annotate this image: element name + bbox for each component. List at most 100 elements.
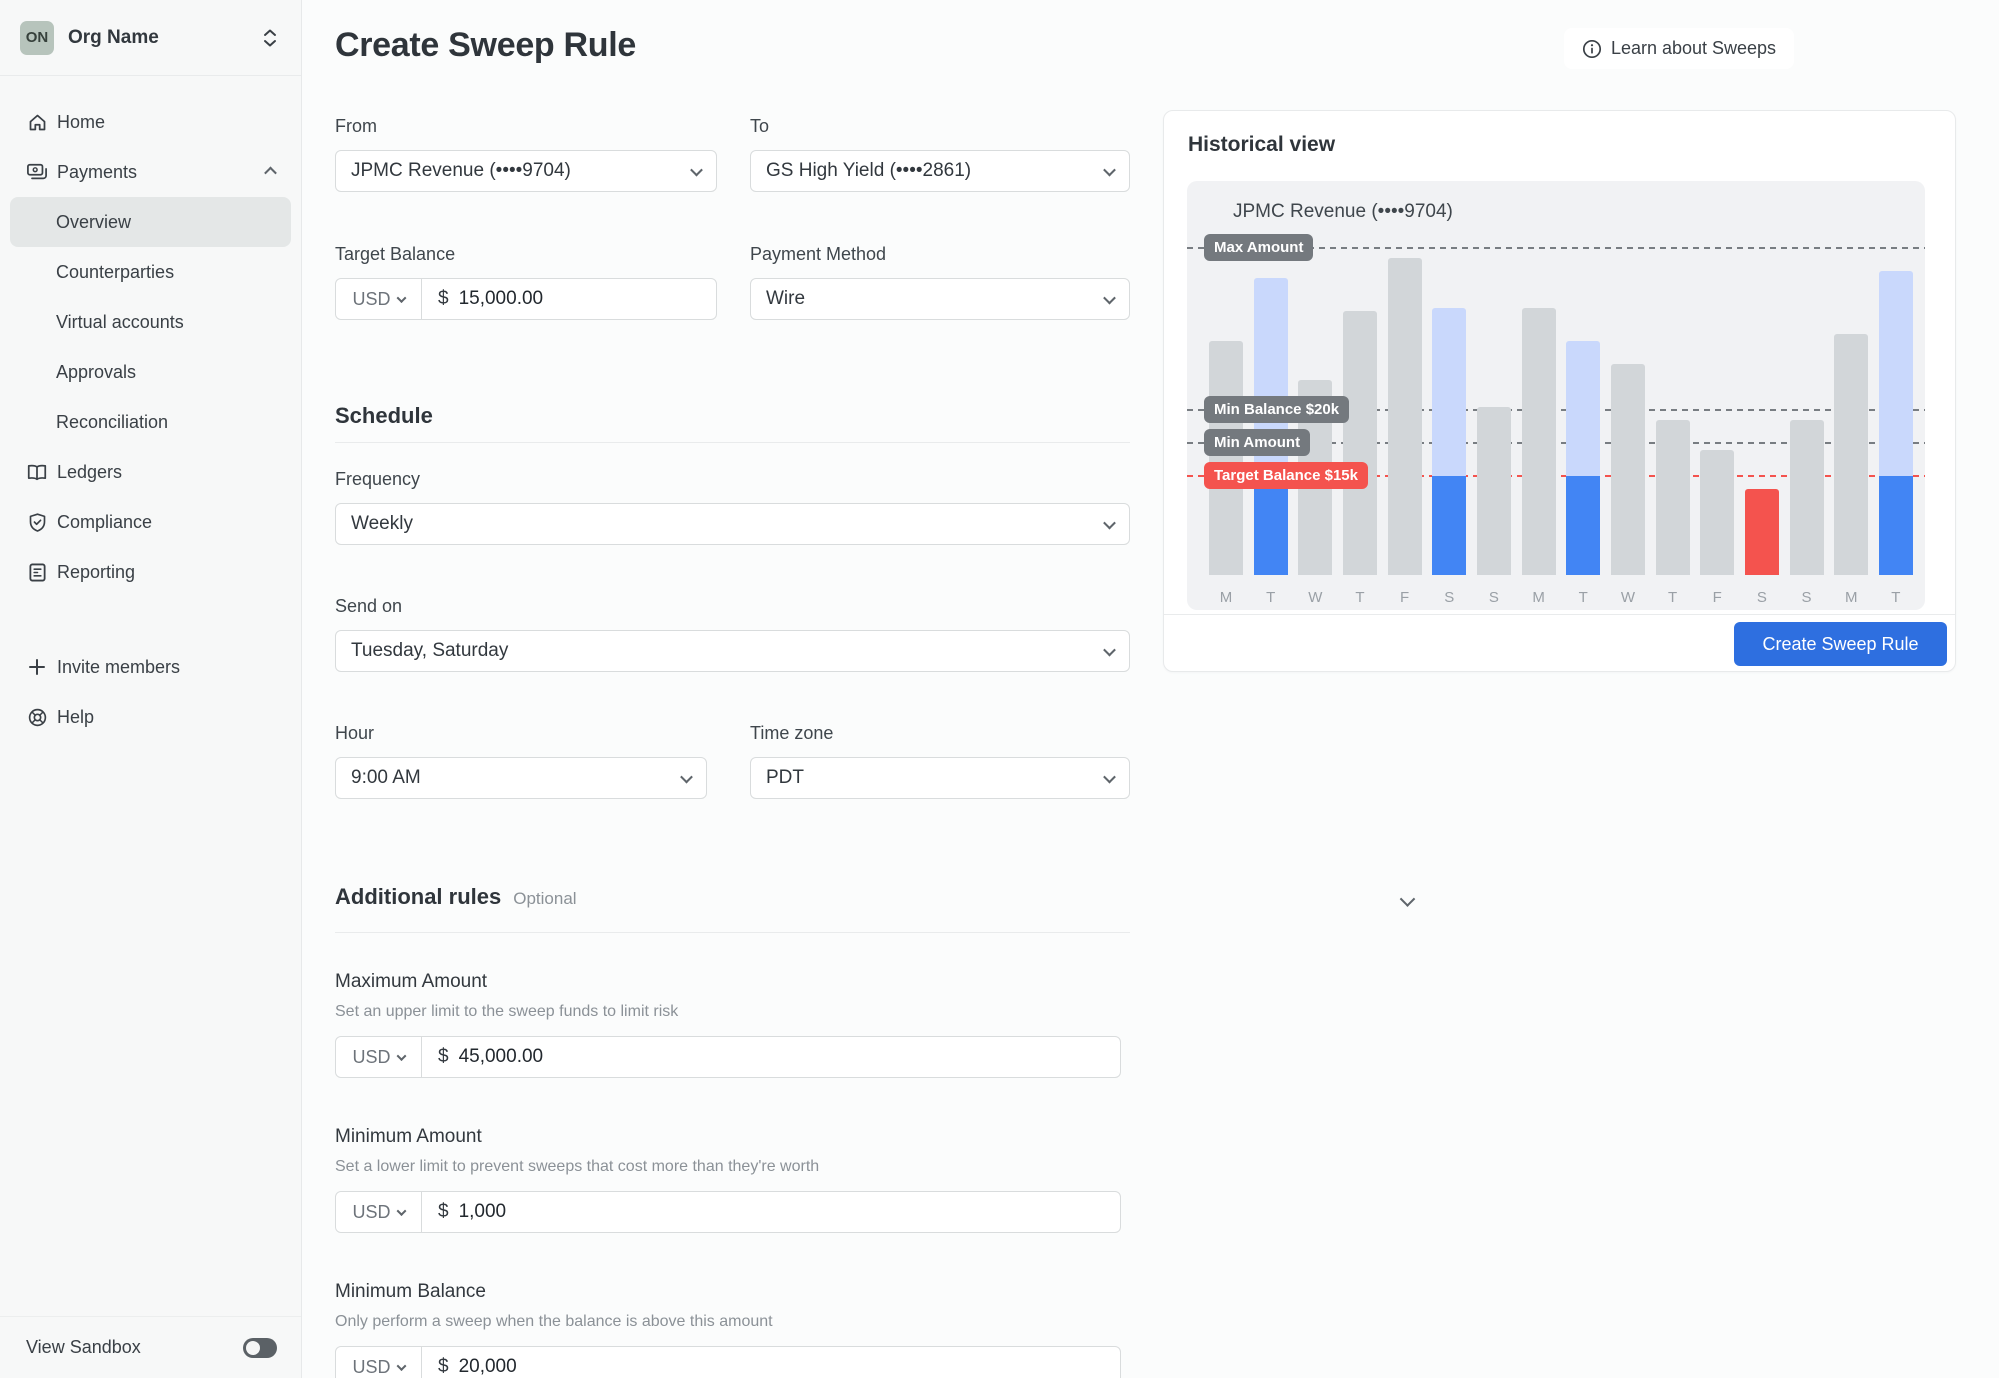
org-switcher-caret-icon (263, 29, 277, 47)
send-on-select[interactable]: Tuesday, Saturday (335, 630, 1130, 672)
reporting-icon (26, 562, 48, 583)
schedule-heading: Schedule (335, 403, 433, 428)
chart-bar-slot (1789, 245, 1824, 575)
chart-bar-normal (1700, 449, 1735, 575)
compliance-icon (26, 512, 48, 533)
chart-bar-slot (1253, 245, 1288, 575)
chart-bar-slot (1655, 245, 1690, 575)
minimum-amount-input[interactable] (458, 1201, 1120, 1223)
sidebar: ON Org Name Home Payments Overview Counterp… (0, 0, 302, 1378)
from-select[interactable]: JPMC Revenue (••••9704) (335, 150, 717, 192)
minimum-amount-currency-select[interactable]: USD (336, 1192, 422, 1232)
chart-bar-normal (1521, 307, 1556, 575)
card-footer-divider (1164, 614, 1955, 615)
from-label: From (335, 116, 377, 136)
chart-day-label: S (1444, 589, 1455, 606)
dollar-prefix: $ (438, 1356, 449, 1377)
sidebar-item-reporting[interactable]: Reporting (10, 547, 291, 597)
sidebar-item-approvals[interactable]: Approvals (10, 347, 291, 397)
sidebar-item-ledgers[interactable]: Ledgers (10, 447, 291, 497)
historical-chart: JPMC Revenue (••••9704) Max Amount Min Ba… (1187, 181, 1925, 610)
chevron-down-icon (1103, 770, 1116, 783)
chart-bar-normal (1610, 363, 1645, 575)
target-balance-input[interactable] (458, 288, 716, 310)
sidebar-item-label: Reconciliation (56, 411, 169, 432)
maximum-amount-input[interactable] (458, 1046, 1120, 1068)
time-zone-label: Time zone (750, 723, 834, 743)
org-switcher[interactable]: ON Org Name (0, 0, 301, 76)
target-balance-field: USD $ (335, 278, 717, 320)
chart-bar-slot (1834, 245, 1869, 575)
main-content: Create Sweep Rule Learn about Sweeps Fro… (302, 0, 1999, 1378)
sidebar-item-label: Counterparties (56, 261, 175, 282)
minimum-balance-currency-select[interactable]: USD (336, 1347, 422, 1378)
historical-view-card: Historical view JPMC Revenue (••••9704) … (1163, 110, 1956, 672)
hour-label: Hour (335, 723, 375, 743)
chart-day-label: S (1756, 589, 1767, 606)
payment-method-label: Payment Method (750, 244, 887, 264)
chart-bar-slot (1387, 245, 1422, 575)
sidebar-item-invite-members[interactable]: Invite members (10, 642, 291, 692)
sidebar-item-label: Overview (56, 211, 132, 232)
home-icon (26, 112, 48, 133)
learn-about-sweeps-button[interactable]: Learn about Sweeps (1564, 28, 1794, 69)
dollar-prefix: $ (438, 1201, 449, 1222)
sidebar-item-label: Invite members (57, 656, 181, 677)
chevron-down-icon (1103, 163, 1116, 176)
page-title: Create Sweep Rule (335, 26, 637, 64)
threshold-badge-min-balance-20k: Min Balance $20k (1204, 396, 1350, 423)
sidebar-item-compliance[interactable]: Compliance (10, 497, 291, 547)
chart-bar-swept-segment (1566, 476, 1601, 575)
create-sweep-rule-button[interactable]: Create Sweep Rule (1734, 622, 1947, 666)
historical-view-heading: Historical view (1188, 133, 1336, 156)
chart-bar-swept-segment (1432, 476, 1467, 575)
maximum-amount-currency-select[interactable]: USD (336, 1037, 422, 1077)
chart-bar-slot (1521, 245, 1556, 575)
sidebar-item-reconciliation[interactable]: Reconciliation (10, 397, 291, 447)
threshold-line-max-amount (1187, 247, 1925, 250)
frequency-select[interactable]: Weekly (335, 503, 1130, 545)
chart-threshold-lines: Max Amount Min Balance $20k Min Amount Targ… (1187, 234, 1925, 575)
sidebar-item-virtual-accounts[interactable]: Virtual accounts (10, 297, 291, 347)
chart-day-label: T (1578, 589, 1588, 606)
chart-day-label: M (1219, 589, 1233, 606)
help-icon (26, 707, 48, 728)
sidebar-item-home[interactable]: Home (10, 97, 291, 147)
sidebar-item-payments[interactable]: Payments (10, 147, 291, 197)
payments-icon (26, 162, 48, 182)
additional-rules-collapse-button[interactable] (1399, 891, 1416, 911)
chevron-down-icon (1103, 516, 1116, 529)
time-zone-select[interactable]: PDT (750, 757, 1130, 799)
plus-icon (26, 657, 48, 677)
additional-rules-heading: Additional rules Optional (335, 884, 577, 909)
chart-day-label: M (1532, 589, 1545, 606)
chart-bar-slot (1744, 245, 1779, 575)
minimum-balance-label: Minimum Balance (335, 1281, 486, 1302)
target-balance-currency-select[interactable]: USD (336, 279, 422, 319)
chevron-down-icon (1103, 291, 1116, 304)
maximum-amount-field: USD $ (335, 1036, 1121, 1078)
payment-method-select[interactable]: Wire (750, 278, 1130, 320)
chart-day-label: S (1488, 589, 1499, 606)
info-icon (1582, 39, 1602, 59)
sidebar-item-overview[interactable]: Overview (10, 197, 291, 247)
view-sandbox-toggle[interactable] (243, 1337, 277, 1358)
dollar-prefix: $ (438, 288, 449, 309)
maximum-amount-label: Maximum Amount (335, 971, 488, 992)
hour-select[interactable]: 9:00 AM (335, 757, 707, 799)
sidebar-item-help[interactable]: Help (10, 692, 291, 742)
frequency-label: Frequency (335, 469, 421, 489)
sidebar-item-label: Home (57, 111, 106, 132)
minimum-balance-input[interactable] (458, 1356, 1120, 1378)
chart-bar-slot (1432, 245, 1467, 575)
dollar-prefix: $ (438, 1046, 449, 1067)
chart-account-title: JPMC Revenue (••••9704) (1233, 201, 1453, 222)
chevron-down-icon (680, 770, 693, 783)
sidebar-item-label: Approvals (56, 361, 137, 382)
chart-day-label: S (1801, 589, 1812, 606)
to-select[interactable]: GS High Yield (••••2861) (750, 150, 1130, 192)
chart-day-label: W (1620, 589, 1635, 606)
chart-day-label: F (1712, 589, 1722, 606)
sidebar-item-counterparties[interactable]: Counterparties (10, 247, 291, 297)
